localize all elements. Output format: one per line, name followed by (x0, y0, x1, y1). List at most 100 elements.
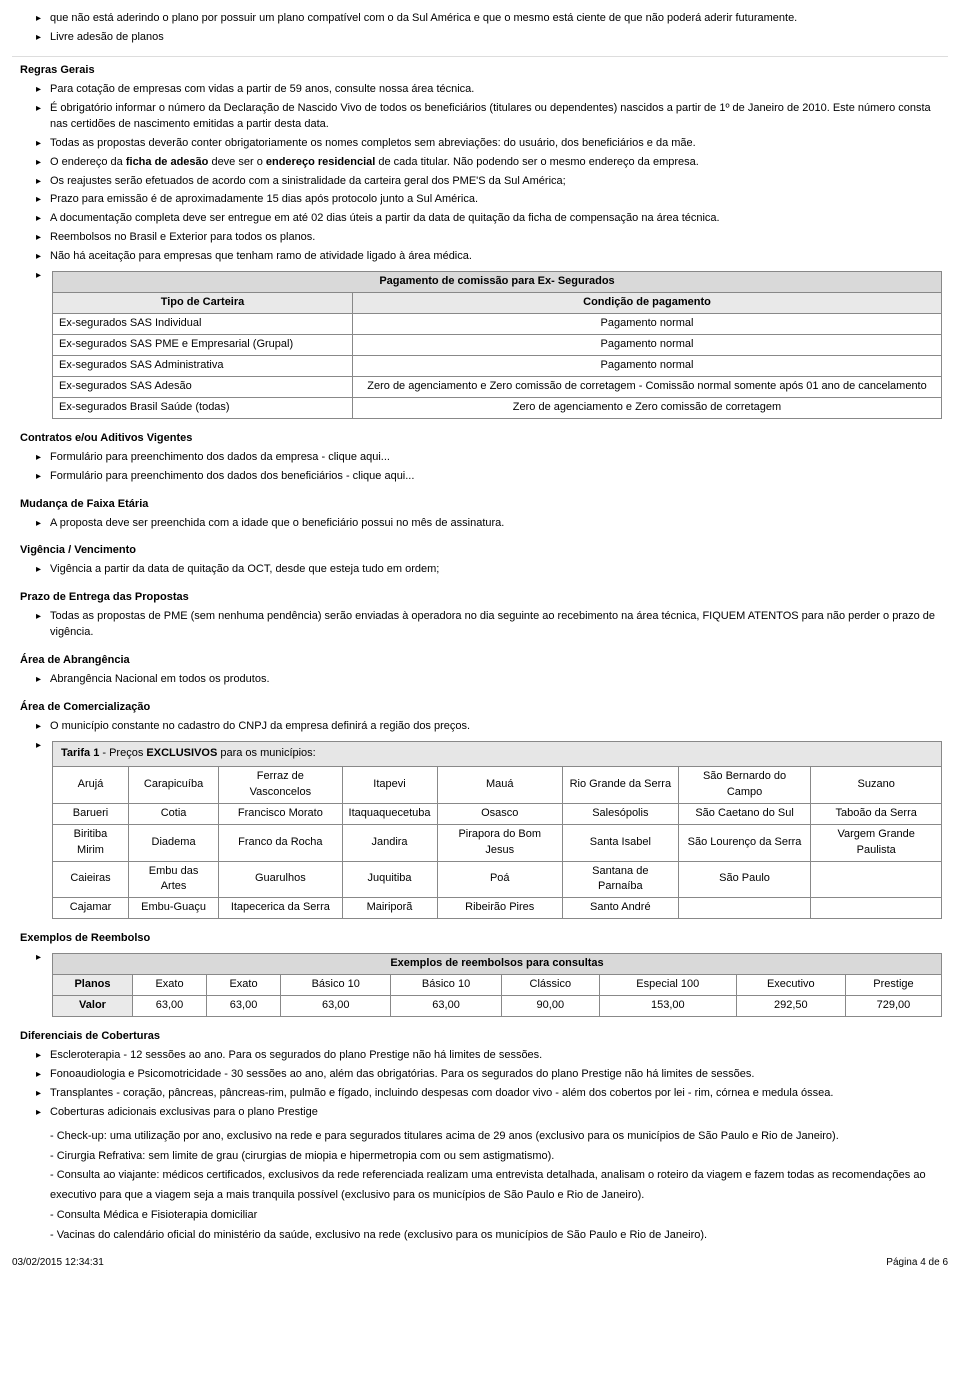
tarifa-mid: - Preços (99, 747, 146, 759)
comissao-table: Pagamento de comissão para Ex- Segurados… (52, 271, 942, 419)
footer-page: Página 4 de 6 (886, 1256, 948, 1271)
regras-gerais-list: Para cotação de empresas com vidas a par… (12, 82, 948, 265)
bullet: Escleroterapia - 12 sessões ao ano. Para… (40, 1048, 948, 1064)
bullet: Abrangência Nacional em todos os produto… (40, 672, 948, 688)
sub-line: - Cirurgia Refrativa: sem limite de grau… (50, 1147, 948, 1167)
tarifa-cell: Mauá (437, 766, 562, 803)
reemb-plano: Executivo (736, 975, 845, 996)
tarifa-cell: Juquitiba (342, 861, 437, 898)
faixa-list: A proposta deve ser preenchida com a ida… (12, 516, 948, 532)
tarifa-cell: Embu das Artes (128, 861, 218, 898)
reemb-plano: Exato (207, 975, 281, 996)
reemb-valor: 292,50 (736, 996, 845, 1017)
tarifa-cell: São Lourenço da Serra (678, 824, 811, 861)
tarifa-cell: Santo André (562, 898, 678, 919)
page-footer: 03/02/2015 12:34:31 Página 4 de 6 (12, 1256, 948, 1271)
tarifa-cell: Cajamar (53, 898, 129, 919)
reemb-valor: 63,00 (391, 996, 501, 1017)
reemb-valor: 729,00 (845, 996, 941, 1017)
reembolso-header: Exemplos de reembolsos para consultas (53, 954, 942, 975)
tarifa-cell: Mairiporã (342, 898, 437, 919)
tarifa-cell: Cotia (128, 803, 218, 824)
tarifa-cell: Itapecerica da Serra (219, 898, 342, 919)
divider (12, 56, 948, 57)
reemb-plano: Prestige (845, 975, 941, 996)
comissao-tipo: Ex-segurados SAS PME e Empresarial (Grup… (53, 335, 353, 356)
tarifa-cell: Taboão da Serra (811, 803, 942, 824)
bullet: Vigência a partir da data de quitação da… (40, 562, 948, 578)
tarifa-cell: Caieiras (53, 861, 129, 898)
comissao-cond: Pagamento normal (353, 314, 942, 335)
comissao-cond: Pagamento normal (353, 335, 942, 356)
tarifa-cell: Arujá (53, 766, 129, 803)
bullet: Prazo para emissão é de aproximadamente … (40, 192, 948, 208)
vigencia-list: Vigência a partir da data de quitação da… (12, 562, 948, 578)
comissao-tipo: Ex-segurados SAS Administrativa (53, 355, 353, 376)
tarifa-cell (811, 898, 942, 919)
abrangencia-list: Abrangência Nacional em todos os produto… (12, 672, 948, 688)
comissao-col2: Condição de pagamento (353, 293, 942, 314)
bullet: A documentação completa deve ser entregu… (40, 211, 948, 227)
tarifa-cell (678, 898, 811, 919)
comissao-cond: Zero de agenciamento e Zero comissão de … (353, 376, 942, 397)
section-reembolso-title: Exemplos de Reembolso (20, 931, 948, 947)
tarifa-cell: Poá (437, 861, 562, 898)
reemb-plano: Clássico (501, 975, 599, 996)
bullet: Fonoaudiologia e Psicomotricidade - 30 s… (40, 1067, 948, 1083)
bullet: O município constante no cadastro do CNP… (40, 719, 948, 735)
bullet: Reembolsos no Brasil e Exterior para tod… (40, 230, 948, 246)
valor-label: Valor (53, 996, 133, 1017)
section-comercial-title: Área de Comercialização (20, 700, 948, 716)
footer-timestamp: 03/02/2015 12:34:31 (12, 1256, 104, 1271)
link-form-beneficiarios[interactable]: Formulário para preenchimento dos dados … (40, 469, 948, 485)
tarifa-cell: Diadema (128, 824, 218, 861)
diferenciais-sub: - Check-up: uma utilização por ano, excl… (50, 1127, 948, 1246)
comissao-title: Pagamento de comissão para Ex- Segurados (53, 272, 942, 293)
diferenciais-list: Escleroterapia - 12 sessões ao ano. Para… (12, 1048, 948, 1121)
comercial-list: O município constante no cadastro do CNP… (12, 719, 948, 735)
contratos-list: Formulário para preenchimento dos dados … (12, 450, 948, 485)
bullet: Todas as propostas de PME (sem nenhuma p… (40, 609, 948, 641)
reemb-valor: 63,00 (207, 996, 281, 1017)
tarifa-cell: Barueri (53, 803, 129, 824)
prazo-list: Todas as propostas de PME (sem nenhuma p… (12, 609, 948, 641)
tarifa-cell: Itapevi (342, 766, 437, 803)
tarifa-cell: Salesópolis (562, 803, 678, 824)
reemb-plano: Básico 10 (281, 975, 391, 996)
comissao-tipo: Ex-segurados SAS Individual (53, 314, 353, 335)
tarifa-cell: Ferraz de Vasconcelos (219, 766, 342, 803)
tarifa-cell: São Paulo (678, 861, 811, 898)
tarifa-cell: Santana de Parnaíba (562, 861, 678, 898)
reemb-plano: Básico 10 (391, 975, 501, 996)
sub-line: - Vacinas do calendário oficial do minis… (50, 1226, 948, 1246)
tarifa-post: para os municípios: (217, 747, 315, 759)
reemb-valor: 63,00 (281, 996, 391, 1017)
tarifa-cell: Itaquaquecetuba (342, 803, 437, 824)
section-abrangencia-title: Área de Abrangência (20, 653, 948, 669)
tarifa-cell: Vargem Grande Paulista (811, 824, 942, 861)
section-faixa-title: Mudança de Faixa Etária (20, 497, 948, 513)
tarifa-cell: Suzano (811, 766, 942, 803)
section-prazo-title: Prazo de Entrega das Propostas (20, 590, 948, 606)
comissao-cond: Zero de agenciamento e Zero comissão de … (353, 397, 942, 418)
tarifa-cell: São Bernardo do Campo (678, 766, 811, 803)
reemb-valor: 63,00 (133, 996, 207, 1017)
reemb-valor: 153,00 (599, 996, 736, 1017)
tarifa-cell: Biritiba Mirim (53, 824, 129, 861)
tarifa-table: Tarifa 1 - Preços EXCLUSIVOS para os mun… (52, 741, 942, 919)
tarifa-cell: Franco da Rocha (219, 824, 342, 861)
comissao-cond: Pagamento normal (353, 355, 942, 376)
comissao-col1: Tipo de Carteira (53, 293, 353, 314)
reemb-plano: Exato (133, 975, 207, 996)
planos-label: Planos (53, 975, 133, 996)
tarifa-cell: Carapicuíba (128, 766, 218, 803)
tarifa-cell: São Caetano do Sul (678, 803, 811, 824)
reemb-plano: Especial 100 (599, 975, 736, 996)
bullet: Coberturas adicionais exclusivas para o … (40, 1105, 948, 1121)
reembolso-table: Exemplos de reembolsos para consultas Pl… (52, 953, 942, 1017)
comissao-tipo: Ex-segurados Brasil Saúde (todas) (53, 397, 353, 418)
section-diferenciais-title: Diferenciais de Coberturas (20, 1029, 948, 1045)
tarifa-cell (811, 861, 942, 898)
section-vigencia-title: Vigência / Vencimento (20, 543, 948, 559)
link-form-empresa[interactable]: Formulário para preenchimento dos dados … (40, 450, 948, 466)
